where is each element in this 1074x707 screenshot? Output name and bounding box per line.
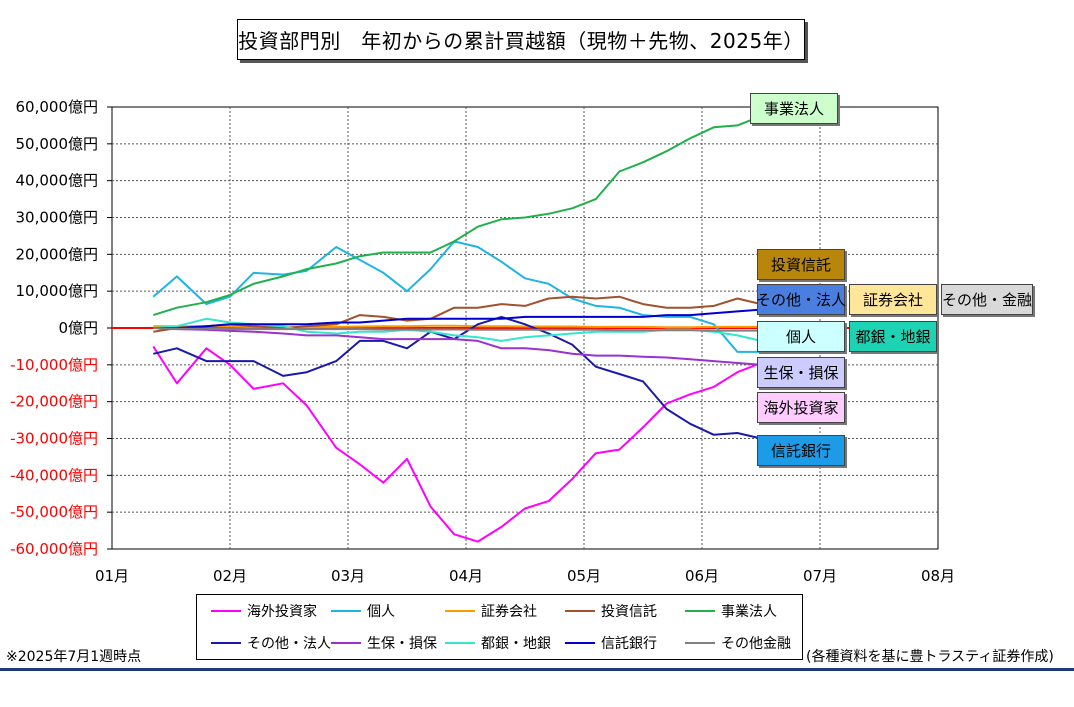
legend-swatch xyxy=(565,642,595,644)
y-tick-label: -30,000億円 xyxy=(10,430,98,448)
legend-swatch xyxy=(565,610,595,612)
legend-swatch xyxy=(445,642,475,644)
legend-item: その他・法人 xyxy=(211,633,331,653)
source-note: (各種資料を基に豊トラスティ証券作成) xyxy=(806,649,1054,665)
legend-item: 生保・損保 xyxy=(331,633,437,653)
x-tick-label: 06月 xyxy=(685,567,719,585)
legend-swatch xyxy=(211,642,241,644)
series-line-0 xyxy=(152,345,829,543)
legend-label: 海外投資家 xyxy=(247,604,317,620)
y-tick-label: 30,000億円 xyxy=(16,209,99,227)
x-tick-label: 05月 xyxy=(567,567,601,585)
legend-label: 都銀・地銀 xyxy=(481,636,551,652)
legend: 海外投資家 個人 証券会社 投資信託 事業法人その他・法人 生保・損保 都銀・地銀 信託銀行 そ… xyxy=(196,594,803,660)
x-tick-label: 02月 xyxy=(213,567,247,585)
series-line-6 xyxy=(153,327,829,366)
series-label-box: その他・法人 xyxy=(756,284,846,315)
series-label-box: 都銀・地銀 xyxy=(849,321,937,352)
legend-item: その他金融 xyxy=(685,633,791,653)
x-tick-label: 03月 xyxy=(331,567,365,585)
x-tick-label: 04月 xyxy=(449,567,483,585)
legend-item: 都銀・地銀 xyxy=(445,633,551,653)
legend-label: 個人 xyxy=(367,604,395,620)
legend-label: その他・法人 xyxy=(247,636,331,652)
legend-item: 個人 xyxy=(331,601,395,621)
y-tick-label: -60,000億円 xyxy=(10,540,98,558)
x-tick-label: 08月 xyxy=(921,567,955,585)
legend-item: 信託銀行 xyxy=(565,633,657,653)
legend-swatch xyxy=(211,610,241,612)
series-line-8 xyxy=(153,308,829,329)
footer-divider xyxy=(0,668,1074,671)
legend-swatch xyxy=(331,642,361,644)
y-tick-label: -40,000億円 xyxy=(10,466,98,484)
legend-label: 信託銀行 xyxy=(601,636,657,652)
series-label-box: 生保・損保 xyxy=(757,357,845,388)
legend-item: 事業法人 xyxy=(685,601,777,621)
x-tick-label: 07月 xyxy=(803,567,837,585)
series-line-7 xyxy=(153,317,829,342)
footnote-date: ※2025年7月1週時点 xyxy=(6,649,142,665)
series-line-4 xyxy=(153,115,829,317)
legend-label: 投資信託 xyxy=(601,604,657,620)
y-tick-label: 60,000億円 xyxy=(16,98,99,116)
legend-label: 証券会社 xyxy=(481,604,537,620)
series-line-5 xyxy=(153,315,829,440)
series-label-box: 信託銀行 xyxy=(757,435,845,466)
legend-swatch xyxy=(331,610,361,612)
legend-label: 事業法人 xyxy=(721,604,777,620)
y-tick-label: 40,000億円 xyxy=(16,172,99,190)
y-tick-label: 10,000億円 xyxy=(16,282,99,300)
y-tick-label: 0億円 xyxy=(58,319,98,337)
series-label-box: 海外投資家 xyxy=(757,392,845,423)
series-label-box: 事業法人 xyxy=(750,93,838,124)
y-tick-label: -10,000億円 xyxy=(10,356,98,374)
legend-swatch xyxy=(685,610,715,612)
chart-title: 投資部門別 年初からの累計買越額（現物＋先物、2025年） xyxy=(237,19,805,60)
legend-item: 投資信託 xyxy=(565,601,657,621)
legend-label: 生保・損保 xyxy=(367,636,437,652)
y-tick-label: -50,000億円 xyxy=(10,503,98,521)
y-tick-label: -20,000億円 xyxy=(10,393,98,411)
series-label-box: 個人 xyxy=(757,321,845,352)
series-line-3 xyxy=(153,295,829,333)
legend-item: 海外投資家 xyxy=(211,601,317,621)
legend-swatch xyxy=(685,642,715,644)
y-tick-label: 20,000億円 xyxy=(16,245,99,263)
series-label-box: 証券会社 xyxy=(849,284,937,315)
series-line-9 xyxy=(153,327,829,332)
series-label-box: 投資信託 xyxy=(757,249,845,280)
legend-item: 証券会社 xyxy=(445,601,537,621)
legend-label: その他金融 xyxy=(721,636,791,652)
legend-swatch xyxy=(445,610,475,612)
series-label-box: その他・金融 xyxy=(941,284,1033,315)
y-tick-label: 50,000億円 xyxy=(16,135,99,153)
x-tick-label: 01月 xyxy=(95,567,129,585)
